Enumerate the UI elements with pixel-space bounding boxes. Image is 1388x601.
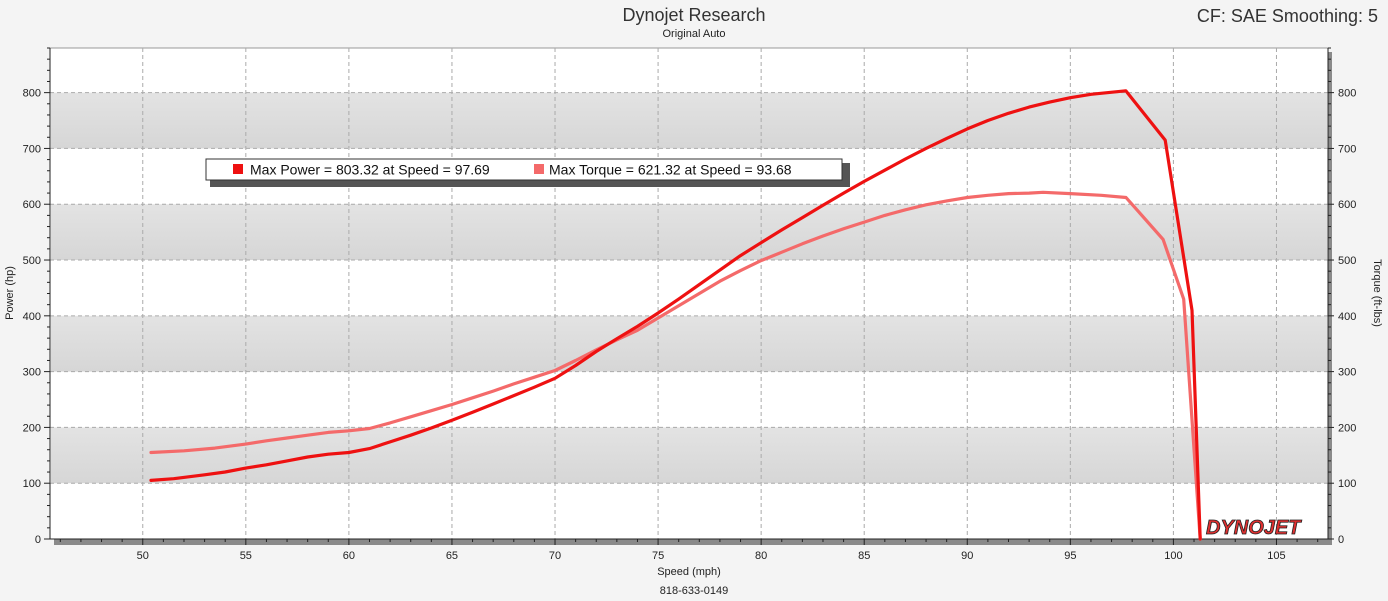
chart-subtitle: Original Auto <box>662 28 726 40</box>
y-right-tick-label: 200 <box>1338 422 1356 434</box>
y-right-tick-label: 300 <box>1338 367 1356 379</box>
legend-power-label: Max Power = 803.32 at Speed = 97.69 <box>250 162 490 178</box>
y-axis-right-ticks: 0 100 200 300 400 500 600 700 800 <box>1327 47 1356 546</box>
y-left-tick-label: 300 <box>23 367 41 379</box>
y-axis-right-label: Torque (ft-lbs) <box>1371 259 1383 327</box>
dynojet-logo: DYNOJET <box>1206 517 1302 539</box>
y-left-tick-label: 600 <box>23 199 41 211</box>
y-axis-left-ticks: 0 100 200 300 400 500 600 700 800 <box>23 47 51 546</box>
correction-factor-label: CF: SAE Smoothing: 5 <box>1196 6 1378 26</box>
x-tick-label: 100 <box>1164 550 1182 562</box>
footer-phone: 818-633-0149 <box>659 585 729 597</box>
y-right-tick-label: 0 <box>1338 534 1344 546</box>
series-line-power <box>149 89 1202 541</box>
legend-torque-swatch <box>534 164 544 174</box>
legend-box: Max Power = 803.32 at Speed = 97.69 Max … <box>205 158 850 187</box>
y-right-tick-label: 400 <box>1338 311 1356 323</box>
x-tick-label: 85 <box>858 550 870 562</box>
y-right-tick-label: 100 <box>1338 478 1356 490</box>
x-tick-label: 90 <box>961 550 973 562</box>
y-left-tick-label: 200 <box>23 422 41 434</box>
y-left-tick-label: 700 <box>23 143 41 155</box>
grid-lines <box>50 48 1328 539</box>
y-right-tick-label: 600 <box>1338 199 1356 211</box>
legend-power-swatch <box>233 164 243 174</box>
x-axis-label: Speed (mph) <box>657 566 721 578</box>
plot-bands <box>51 92 1327 484</box>
y-right-tick-label: 700 <box>1338 143 1356 155</box>
plot-band <box>51 427 1327 484</box>
x-tick-label: 105 <box>1267 550 1285 562</box>
x-tick-label: 80 <box>755 550 767 562</box>
y-left-tick-label: 0 <box>35 534 41 546</box>
plot-band <box>51 315 1327 372</box>
chart-title: Dynojet Research <box>622 5 766 25</box>
x-tick-label: 55 <box>240 550 252 562</box>
y-left-tick-label: 800 <box>23 88 41 100</box>
y-right-tick-label: 500 <box>1338 255 1356 267</box>
plot-band <box>51 92 1327 149</box>
series-line-torque <box>149 190 1202 541</box>
x-axis-ticks: 50 55 60 65 70 75 80 85 90 95 100 105 <box>50 538 1328 562</box>
x-tick-label: 95 <box>1064 550 1076 562</box>
x-tick-label: 60 <box>343 550 355 562</box>
x-tick-label: 65 <box>446 550 458 562</box>
plot-band <box>51 204 1327 261</box>
y-left-tick-label: 500 <box>23 255 41 267</box>
y-left-tick-label: 100 <box>23 478 41 490</box>
y-right-tick-label: 800 <box>1338 88 1356 100</box>
x-tick-label: 75 <box>652 550 664 562</box>
x-tick-label: 50 <box>137 550 149 562</box>
series-lines <box>149 89 1202 541</box>
x-tick-label: 70 <box>549 550 561 562</box>
y-axis-left-label: Power (hp) <box>4 266 16 320</box>
y-left-tick-label: 400 <box>23 311 41 323</box>
legend-torque-label: Max Torque = 621.32 at Speed = 93.68 <box>549 162 792 178</box>
